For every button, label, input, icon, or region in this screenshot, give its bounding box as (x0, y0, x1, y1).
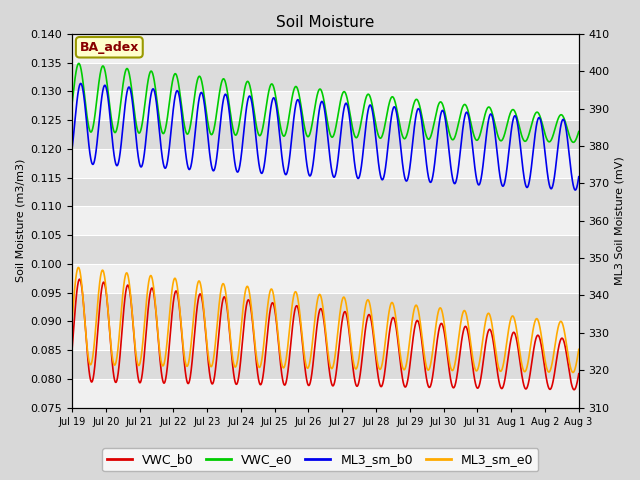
Bar (72, 91, 579, 120)
Text: BA_adex: BA_adex (79, 41, 139, 54)
ML3_sm_b0 (68, 146, 76, 152)
Title: Soil Moisture: Soil Moisture (276, 15, 374, 30)
VWC_b0 (493, 370, 501, 375)
Line: ML3_sm_e0: ML3_sm_e0 (72, 267, 612, 373)
Bar (72, 34, 579, 63)
ML3_sm_e0 (526, 348, 534, 353)
VWC_b0 (179, 343, 187, 349)
Bar (72, 206, 579, 235)
VWC_e0 (526, 128, 534, 134)
ML3_sm_b0 (77, 81, 84, 86)
ML3_sm_b0 (412, 116, 419, 122)
VWC_b0 (526, 372, 534, 378)
Bar (72, 293, 579, 321)
VWC_e0 (179, 113, 187, 119)
ML3_sm_e0 (68, 318, 76, 324)
Bar (72, 63, 579, 91)
VWC_b0 (76, 276, 83, 282)
Line: VWC_e0: VWC_e0 (72, 63, 612, 143)
VWC_b0 (603, 350, 611, 356)
Bar (72, 120, 579, 149)
ML3_sm_e0 (179, 340, 187, 346)
ML3_sm_b0 (609, 121, 616, 127)
VWC_e0 (603, 120, 611, 126)
ML3_sm_e0 (493, 360, 501, 365)
VWC_e0 (412, 97, 419, 103)
ML3_sm_b0 (460, 124, 467, 130)
VWC_e0 (594, 140, 602, 146)
Legend: VWC_b0, VWC_e0, ML3_sm_b0, ML3_sm_e0: VWC_b0, VWC_e0, ML3_sm_b0, ML3_sm_e0 (102, 448, 538, 471)
VWC_b0 (460, 330, 467, 336)
ML3_sm_b0 (596, 189, 604, 194)
Bar (72, 379, 579, 408)
Y-axis label: Soil Moisture (m3/m3): Soil Moisture (m3/m3) (15, 159, 25, 282)
ML3_sm_b0 (179, 123, 187, 129)
ML3_sm_e0 (603, 328, 611, 334)
ML3_sm_e0 (460, 310, 467, 315)
VWC_b0 (412, 321, 419, 327)
VWC_b0 (68, 347, 76, 353)
Bar (72, 149, 579, 178)
VWC_e0 (75, 60, 83, 66)
ML3_sm_b0 (493, 154, 501, 159)
Line: VWC_b0: VWC_b0 (72, 279, 612, 390)
Bar (72, 264, 579, 293)
ML3_sm_e0 (412, 303, 419, 309)
Line: ML3_sm_b0: ML3_sm_b0 (72, 84, 612, 192)
VWC_e0 (609, 120, 616, 126)
Bar (72, 235, 579, 264)
VWC_e0 (493, 132, 501, 137)
VWC_e0 (460, 103, 467, 109)
Bar (72, 350, 579, 379)
ML3_sm_e0 (75, 264, 83, 270)
Bar (72, 321, 579, 350)
ML3_sm_b0 (603, 144, 611, 149)
ML3_sm_e0 (609, 332, 616, 337)
Bar (72, 178, 579, 206)
ML3_sm_e0 (593, 370, 601, 376)
VWC_e0 (68, 101, 76, 107)
VWC_b0 (609, 345, 616, 350)
VWC_b0 (595, 387, 602, 393)
ML3_sm_b0 (526, 175, 534, 180)
Y-axis label: ML3 Soil Moisture (mV): ML3 Soil Moisture (mV) (615, 156, 625, 285)
